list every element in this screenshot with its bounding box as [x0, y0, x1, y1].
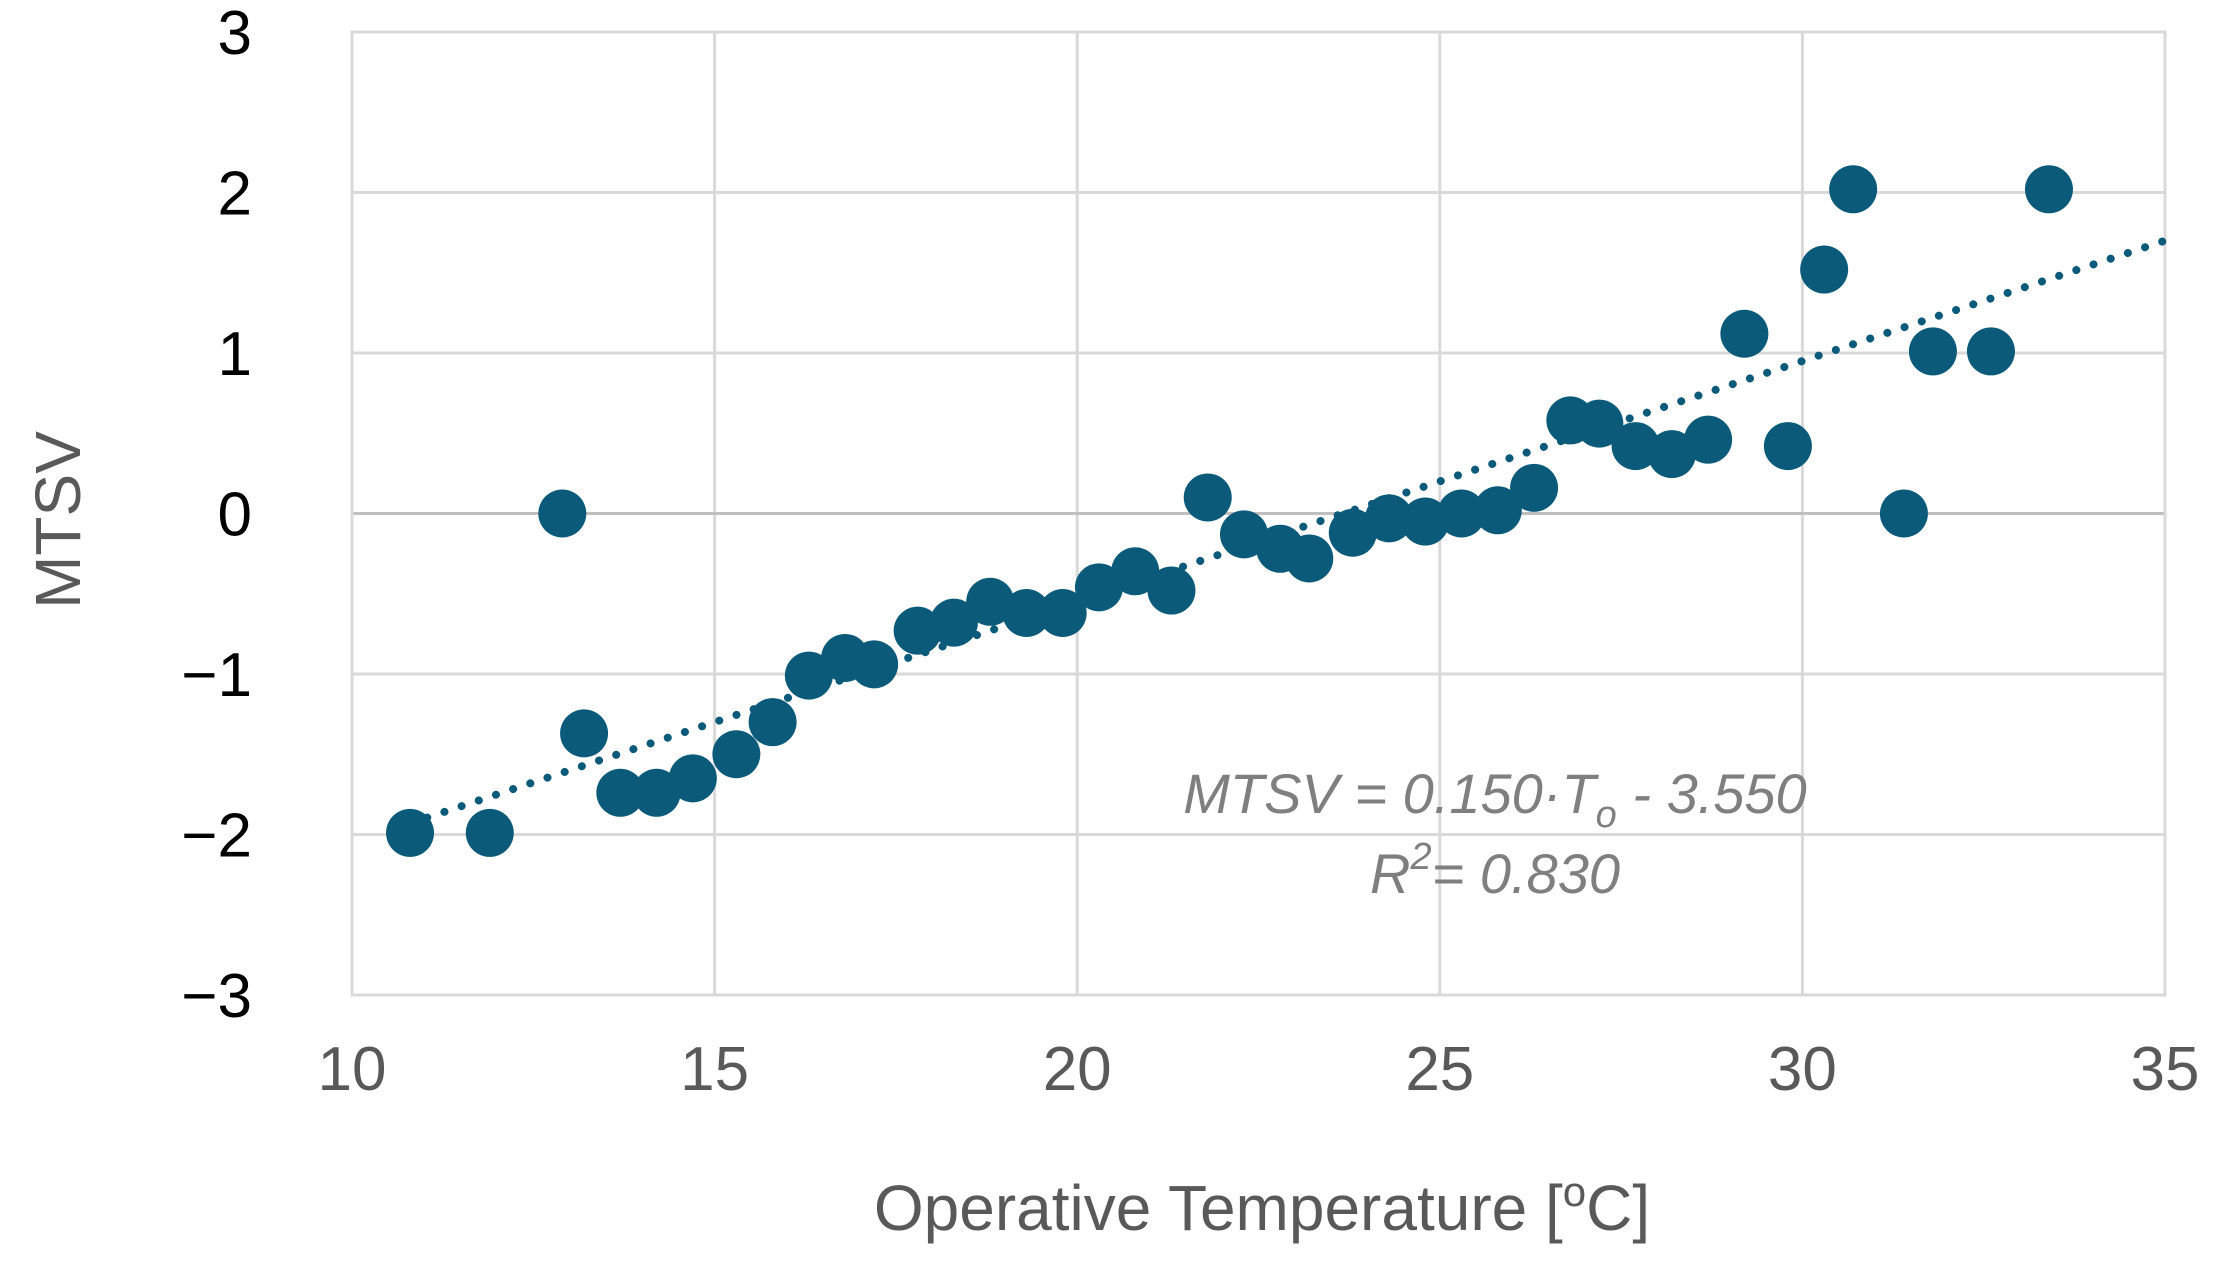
- data-point: [1038, 589, 1087, 638]
- equation-line-2-b: = 0.830: [1432, 842, 1620, 905]
- equation-line-1-sub: o: [1596, 794, 1617, 836]
- y-tick-label: 3: [218, 0, 252, 68]
- data-point: [1473, 486, 1522, 535]
- y-tick-label: −2: [181, 802, 252, 871]
- x-axis-title-superscript: o: [1563, 1168, 1586, 1215]
- regression-equation: MTSV = 0.150·To - 3.550 R2= 0.830: [1183, 762, 1806, 905]
- data-point: [1800, 245, 1849, 294]
- data-point: [1074, 563, 1123, 612]
- data-point: [1285, 534, 1334, 583]
- x-tick-label: 10: [318, 1035, 387, 1104]
- data-point: [2024, 165, 2073, 214]
- equation-line-1-b: - 3.550: [1617, 762, 1807, 825]
- data-point: [596, 768, 645, 817]
- x-axis-title-prefix: Operative Temperature [: [874, 1172, 1563, 1244]
- data-point: [1611, 422, 1660, 471]
- gridlines: [350, 30, 2167, 997]
- data-point: [1183, 473, 1232, 522]
- x-tick-label: 35: [2131, 1035, 2200, 1104]
- y-axis-title: MTSV: [22, 431, 94, 609]
- x-tick-label: 30: [1768, 1035, 1837, 1104]
- equation-line-2-sup: 2: [1409, 836, 1431, 878]
- x-axis-title: Operative Temperature [oC]: [874, 1168, 1650, 1244]
- data-point: [748, 698, 797, 747]
- data-point: [1147, 566, 1196, 615]
- data-point: [1684, 415, 1733, 464]
- data-point: [1365, 494, 1414, 543]
- y-tick-label: −1: [181, 641, 252, 710]
- data-point: [929, 598, 978, 647]
- x-tick-label: 15: [680, 1035, 749, 1104]
- data-point: [1002, 589, 1051, 638]
- data-point: [1829, 165, 1878, 214]
- data-point: [668, 754, 717, 803]
- equation-line-2-a: R: [1370, 842, 1410, 905]
- data-point: [1575, 399, 1624, 448]
- plot-area-border: [350, 30, 2167, 997]
- data-point: [1437, 489, 1486, 538]
- x-tick-label: 25: [1405, 1035, 1474, 1104]
- y-tick-label: 0: [218, 481, 252, 550]
- data-point: [538, 489, 587, 538]
- equation-line-1: MTSV = 0.150·To - 3.550: [1183, 762, 1806, 836]
- data-point: [1328, 508, 1377, 557]
- data-point: [1763, 422, 1812, 471]
- data-point: [784, 651, 833, 700]
- data-point: [1966, 327, 2015, 376]
- data-point: [560, 709, 609, 758]
- data-point: [632, 768, 681, 817]
- axes: 10 15 20 25 30 35 −3 −2 −1 0 1 2 3: [181, 0, 2199, 1104]
- data-point: [1401, 497, 1450, 546]
- data-point: [966, 577, 1015, 626]
- equation-line-1-a: MTSV = 0.150·T: [1183, 762, 1599, 825]
- data-point: [1219, 510, 1268, 559]
- equation-line-2: R2= 0.830: [1370, 836, 1620, 905]
- data-point: [465, 808, 514, 857]
- x-tick-label: 20: [1043, 1035, 1112, 1104]
- data-point: [1111, 547, 1160, 596]
- data-point: [712, 730, 761, 779]
- y-tick-label: −3: [181, 962, 252, 1031]
- data-point: [1879, 489, 1928, 538]
- data-point: [1510, 463, 1559, 512]
- y-tick-label: 1: [218, 320, 252, 389]
- x-axis-title-suffix: C]: [1586, 1172, 1650, 1244]
- data-point: [1647, 430, 1696, 479]
- data-point: [1720, 309, 1769, 358]
- data-point: [850, 640, 899, 689]
- data-point: [1908, 327, 1957, 376]
- y-tick-label: 2: [218, 160, 252, 229]
- data-points: [386, 165, 2073, 857]
- data-point: [893, 606, 942, 655]
- data-point: [386, 808, 435, 857]
